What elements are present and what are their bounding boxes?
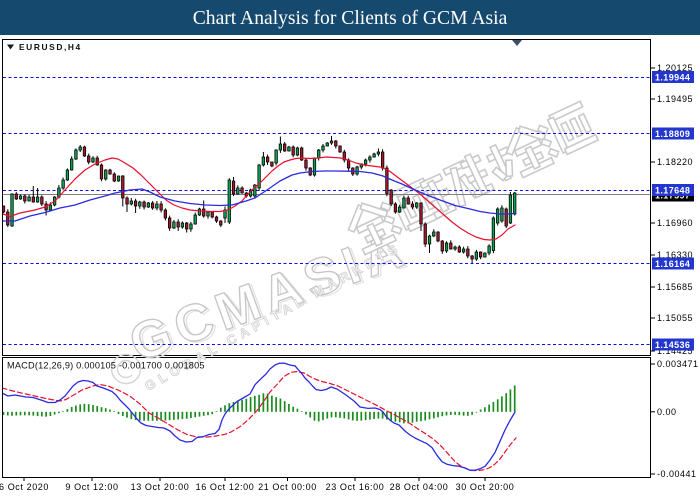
svg-text:Chart Analysis for Clients of: Chart Analysis for Clients of GCM Asia (193, 8, 508, 29)
svg-text:1.15055: 1.15055 (657, 313, 693, 323)
svg-text:23 Oct 16:00: 23 Oct 16:00 (326, 482, 385, 492)
svg-text:1.19495: 1.19495 (657, 94, 693, 104)
svg-text:16 Oct 12:00: 16 Oct 12:00 (196, 482, 255, 492)
svg-text:1.16960: 1.16960 (657, 218, 693, 228)
svg-text:MACD(12,26,9) 0.000105 -0.0017: MACD(12,26,9) 0.000105 -0.001700 0.00180… (7, 361, 205, 371)
svg-text:30 Oct 20:00: 30 Oct 20:00 (456, 482, 515, 492)
svg-text:1.18809: 1.18809 (655, 129, 690, 139)
svg-text:0.003471: 0.003471 (657, 359, 699, 369)
svg-text:1.16330: 1.16330 (657, 250, 693, 260)
svg-text:1.16164: 1.16164 (655, 259, 690, 269)
svg-text:1.15685: 1.15685 (657, 282, 693, 292)
svg-text:9 Oct 12:00: 9 Oct 12:00 (65, 482, 118, 492)
svg-text:1.19944: 1.19944 (655, 72, 690, 82)
svg-text:1.14536: 1.14536 (655, 340, 690, 350)
svg-text:28 Oct 04:00: 28 Oct 04:00 (390, 482, 449, 492)
svg-text:1.14425: 1.14425 (657, 346, 693, 356)
svg-text:1.20125: 1.20125 (657, 63, 693, 73)
svg-text:-0.00441: -0.00441 (657, 469, 697, 479)
svg-text:1.17648: 1.17648 (655, 185, 690, 195)
svg-text:6 Oct 2020: 6 Oct 2020 (0, 482, 49, 492)
svg-text:1.18220: 1.18220 (657, 157, 693, 167)
svg-text:13 Oct 20:00: 13 Oct 20:00 (131, 482, 190, 492)
svg-text:EURUSD,H4: EURUSD,H4 (19, 42, 82, 52)
svg-text:21 Oct 00:00: 21 Oct 00:00 (258, 482, 317, 492)
svg-text:0.00: 0.00 (657, 407, 677, 417)
